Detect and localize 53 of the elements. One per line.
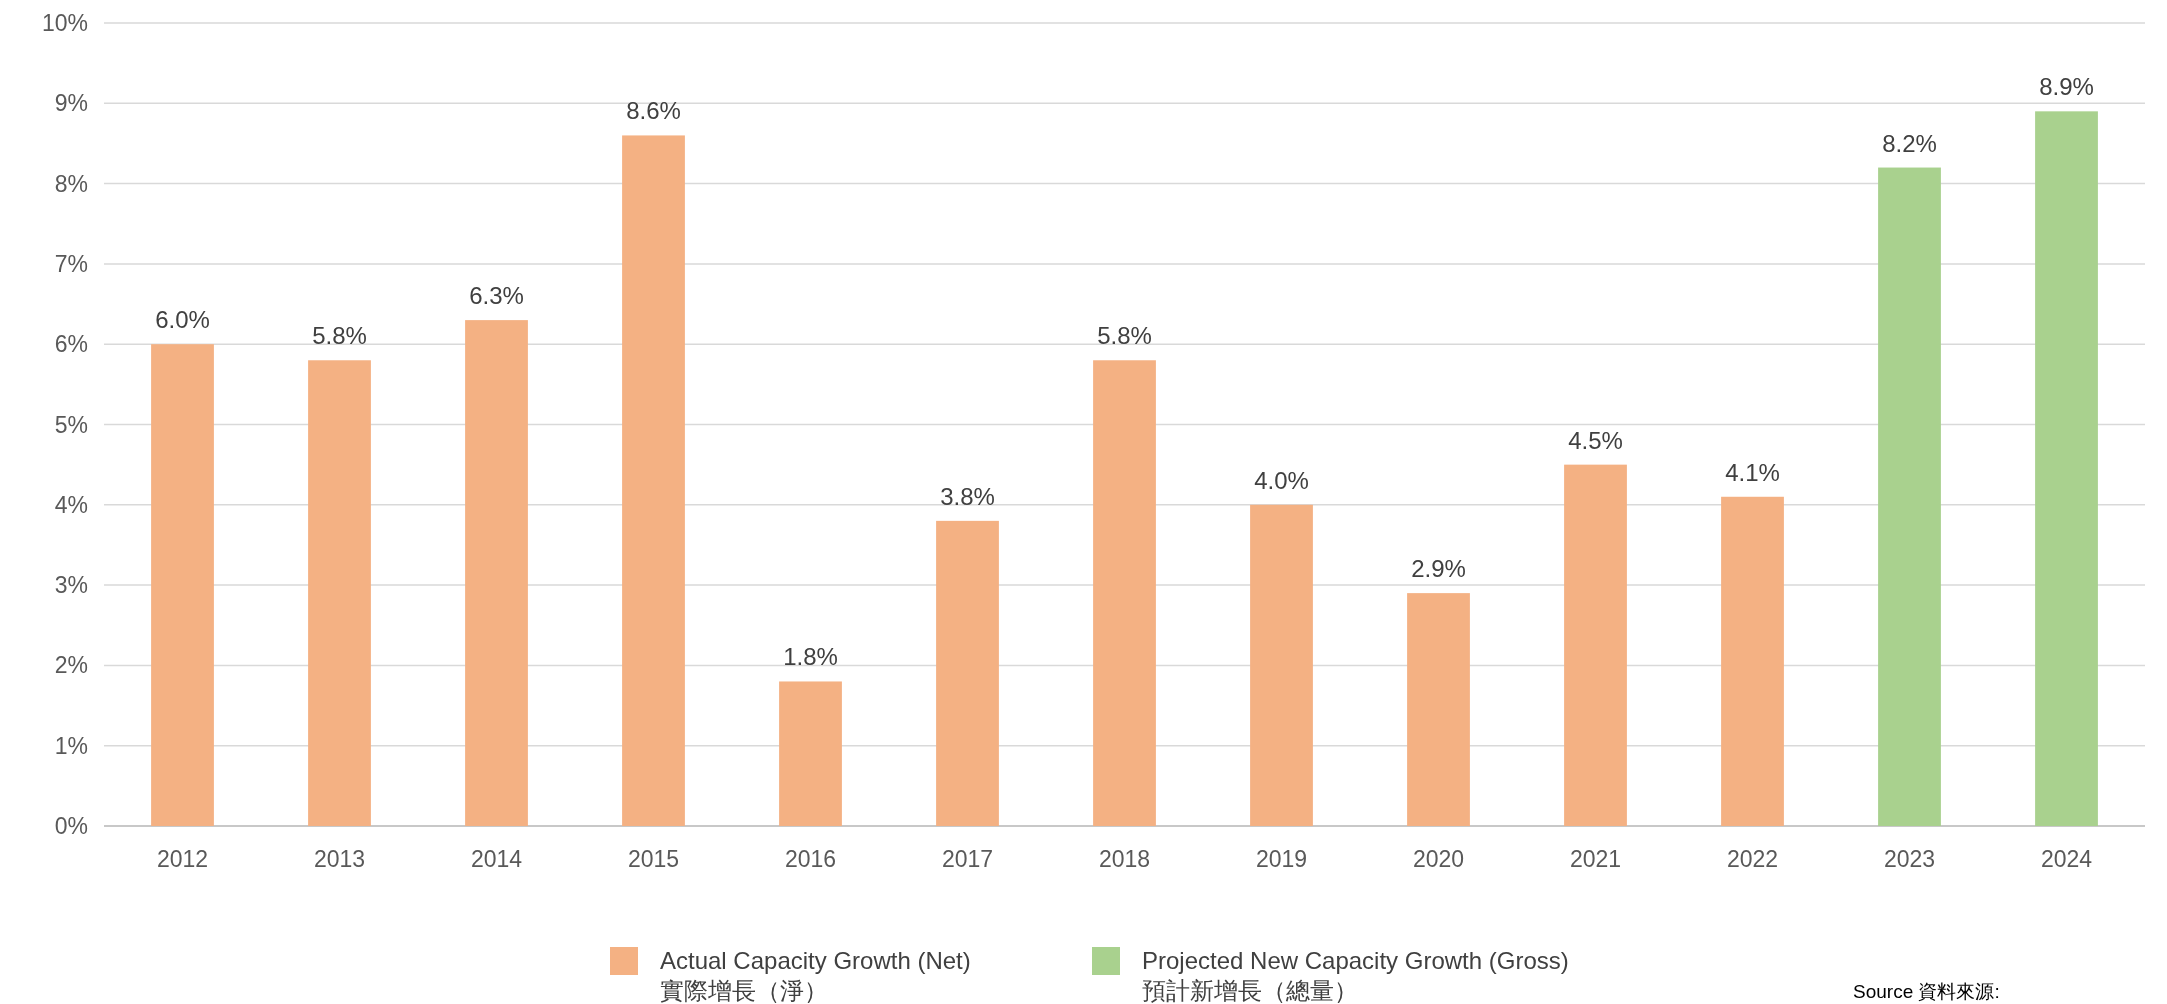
y-tick-label: 0% — [54, 813, 88, 839]
bar — [779, 681, 842, 826]
x-tick-label: 2023 — [1883, 846, 1936, 872]
bar — [308, 360, 371, 826]
x-tick-label: 2024 — [2040, 846, 2093, 872]
x-tick-label: 2021 — [1569, 846, 1622, 872]
bar — [1093, 360, 1156, 826]
bar — [465, 320, 528, 826]
source-note: Source 資料來源: — [1853, 981, 2000, 1002]
data-label: 2.9% — [1411, 555, 1466, 583]
y-tick-label: 4% — [54, 491, 88, 518]
data-label: 8.2% — [1882, 129, 1937, 157]
bar — [2035, 111, 2098, 826]
x-tick-label: 2019 — [1255, 846, 1308, 872]
y-tick-label: 6% — [54, 331, 88, 358]
y-tick-label: 2% — [54, 652, 88, 679]
data-label: 6.0% — [155, 306, 210, 334]
bar — [622, 135, 685, 826]
x-tick-label: 2018 — [1098, 846, 1151, 872]
data-label: 8.9% — [2039, 73, 2094, 101]
data-label: 4.0% — [1254, 466, 1309, 494]
data-label: 3.8% — [940, 482, 995, 510]
y-tick-label: 5% — [54, 411, 88, 438]
bar — [151, 344, 214, 826]
x-tick-label: 2016 — [784, 846, 837, 872]
x-tick-label: 2015 — [627, 846, 680, 872]
data-label: 5.8% — [312, 322, 367, 350]
data-label: 6.3% — [469, 282, 524, 310]
x-tick-label: 2017 — [941, 846, 994, 872]
bar — [1407, 593, 1470, 826]
x-tick-label: 2013 — [313, 846, 366, 872]
bar — [1250, 504, 1313, 826]
bar — [1564, 464, 1627, 826]
data-label: 5.8% — [1097, 322, 1152, 350]
data-label: 8.6% — [626, 97, 681, 125]
bar — [1721, 496, 1784, 826]
bar — [1878, 167, 1941, 826]
x-tick-label: 2020 — [1412, 846, 1465, 872]
x-tick-label: 2014 — [470, 846, 523, 872]
y-tick-label: 1% — [54, 732, 88, 759]
x-tick-label: 2012 — [156, 846, 209, 872]
y-tick-label: 9% — [54, 90, 88, 117]
data-label: 4.5% — [1568, 426, 1623, 454]
y-tick-label: 7% — [54, 250, 88, 277]
y-tick-label: 3% — [54, 572, 88, 599]
data-label: 1.8% — [783, 643, 838, 671]
legend-label: Projected New Capacity Growth (Gross) 預計新增長（總量） — [1142, 947, 1569, 1004]
legend-label: Actual Capacity Growth (Net) 實際增長（淨） — [660, 947, 971, 1004]
data-label: 4.1% — [1725, 458, 1780, 486]
y-tick-label: 10% — [41, 10, 88, 36]
bar — [936, 520, 999, 826]
x-tick-label: 2022 — [1726, 846, 1779, 872]
y-tick-label: 8% — [54, 170, 88, 197]
